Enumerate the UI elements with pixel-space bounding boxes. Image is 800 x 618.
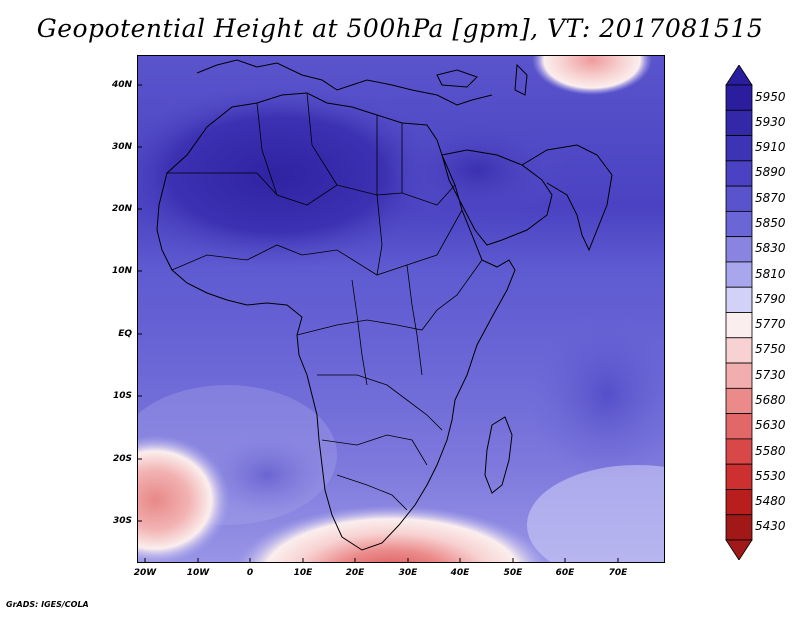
credit-text: GrADS: IGES/COLA (6, 600, 89, 609)
colorbar-label-5890: 5890 (755, 165, 786, 180)
geopotential-map (137, 55, 665, 563)
colorbar-label-5770: 5770 (755, 317, 786, 332)
indian-ocean-high (527, 305, 665, 485)
colorbar-swatch-5890 (725, 160, 753, 187)
colorbar-label-5680: 5680 (755, 392, 786, 407)
lat-label-30n: 30N (111, 142, 132, 152)
colorbar-label-5910: 5910 (755, 140, 786, 155)
colorbar-bottom-arrow (725, 539, 753, 560)
colorbar-swatch-5810 (725, 261, 753, 288)
light-band-se (527, 465, 665, 563)
lat-label-10s: 10S (112, 391, 132, 401)
colorbar-swatch-5730 (725, 362, 753, 389)
lon-label-70e: 70E (608, 568, 628, 578)
colorbar-label-5530: 5530 (755, 468, 786, 483)
colorbar-label-5480: 5480 (755, 494, 786, 509)
colorbar-swatch-5680 (725, 387, 753, 415)
colorbar-label-5580: 5580 (755, 443, 786, 458)
colorbar-swatch-5850 (725, 210, 753, 238)
colorbar-label-5730: 5730 (755, 367, 786, 382)
colorbar-label-5850: 5850 (755, 216, 786, 231)
colorbar-swatch-5430 (725, 514, 753, 541)
colorbar-boxes (725, 65, 753, 560)
lat-label-10n: 10N (111, 266, 132, 276)
map-plot-area (137, 55, 665, 563)
lon-label-10w: 10W (186, 568, 210, 578)
lon-label-30e: 30E (398, 568, 418, 578)
lon-label-20w: 20W (133, 568, 157, 578)
southern-low (234, 505, 550, 563)
colorbar-label-5950: 5950 (755, 89, 786, 104)
colorbar-label-5930: 5930 (755, 114, 786, 129)
lon-ticks (144, 558, 619, 563)
colorbar-swatch-5580 (725, 438, 753, 465)
lon-label-40e: 40E (450, 568, 470, 578)
lat-label-eq: EQ (118, 329, 132, 339)
colorbar-swatch-5930 (725, 109, 753, 136)
lon-label-60e: 60E (555, 568, 575, 578)
country-borders (167, 92, 483, 511)
colorbar-swatch-5830 (725, 236, 753, 263)
lon-label-0: 0 (246, 568, 254, 578)
colorbar (725, 65, 753, 560)
arabian-high (387, 115, 567, 225)
colorbar-label-5750: 5750 (755, 342, 786, 357)
lon-label-20e: 20E (345, 568, 365, 578)
northeast-low (532, 55, 652, 95)
colorbar-label-5630: 5630 (755, 418, 786, 433)
colorbar-label-5870: 5870 (755, 190, 786, 205)
colorbar-swatch-5530 (725, 463, 753, 490)
colorbar-swatch-5480 (725, 489, 753, 516)
lon-label-10e: 10E (293, 568, 313, 578)
lat-ticks (137, 84, 142, 522)
colorbar-label-5790: 5790 (755, 291, 786, 306)
colorbar-label-5430: 5430 (755, 519, 786, 534)
plot-frame (137, 55, 665, 563)
colorbar-swatch-5870 (725, 185, 753, 212)
lat-label-40n: 40N (111, 80, 132, 90)
colorbar-swatch-5630 (725, 413, 753, 440)
colorbar-swatch-5950 (725, 84, 753, 111)
colorbar-top-arrow (725, 65, 753, 86)
colorbar-label-5810: 5810 (755, 266, 786, 281)
colorbar-swatch-5790 (725, 286, 753, 313)
colorbar-swatch-5770 (725, 312, 753, 339)
lat-label-30s: 30S (112, 516, 132, 526)
lat-label-20s: 20S (112, 454, 132, 464)
colorbar-label-5830: 5830 (755, 241, 786, 256)
chart-title: Geopotential Height at 500hPa [gpm], VT:… (36, 14, 764, 43)
southwest-low (137, 435, 230, 563)
colorbar-swatch-5910 (725, 135, 753, 162)
south-atlantic-high (207, 435, 327, 515)
coastlines (156, 59, 613, 551)
colorbar-swatch-5750 (725, 337, 753, 364)
lat-label-20n: 20N (111, 204, 132, 214)
lon-label-50e: 50E (503, 568, 523, 578)
